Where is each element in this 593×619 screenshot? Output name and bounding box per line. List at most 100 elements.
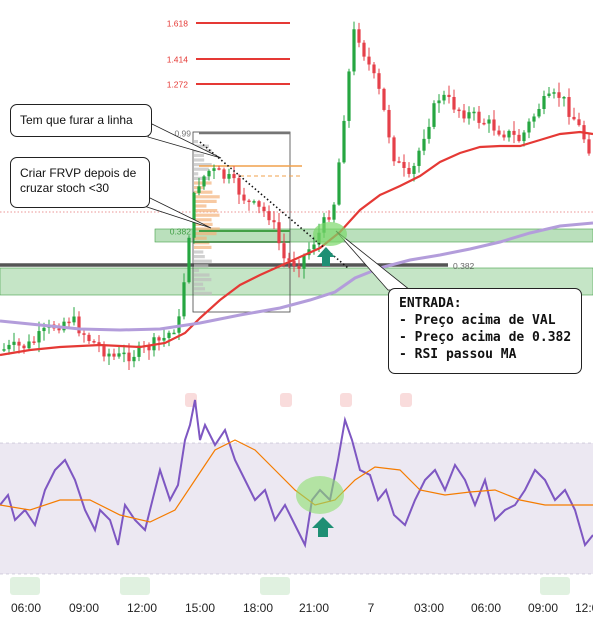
callout-entrada: ENTRADA: - Preço acima de VAL - Preço ac… bbox=[388, 288, 582, 374]
x-tick-label: 12:00 bbox=[127, 601, 157, 615]
rsi-top-ghost bbox=[400, 393, 412, 407]
candle-body bbox=[382, 88, 386, 110]
candle-body bbox=[457, 109, 461, 112]
candle-body bbox=[177, 316, 181, 333]
x-tick-label: 21:00 bbox=[299, 601, 329, 615]
candle-body bbox=[517, 134, 521, 142]
candle-body bbox=[277, 222, 281, 244]
callout-criar-frvp-line-1: Criar FRVP depois de bbox=[20, 166, 137, 180]
candle-body bbox=[37, 331, 41, 343]
candle-body bbox=[412, 165, 416, 174]
candle-body bbox=[397, 161, 401, 163]
candle-body bbox=[227, 174, 231, 179]
candle-body bbox=[257, 201, 261, 207]
candle-body bbox=[102, 345, 106, 357]
frvp-bar bbox=[194, 209, 218, 213]
candle-body bbox=[42, 327, 46, 332]
candle-body bbox=[77, 316, 81, 334]
candle-body bbox=[72, 316, 76, 323]
fib-label-1.272: 1.272 bbox=[167, 80, 189, 90]
candle-body bbox=[302, 255, 306, 269]
candle-body bbox=[577, 119, 581, 126]
candle-body bbox=[212, 168, 216, 171]
candle-body bbox=[267, 211, 271, 221]
candle-body bbox=[467, 112, 471, 119]
entry-arrow-price bbox=[317, 247, 335, 266]
fib-label-1.414: 1.414 bbox=[167, 55, 189, 65]
candle-body bbox=[492, 119, 496, 131]
candle-body bbox=[242, 194, 246, 201]
frvp-bar bbox=[194, 227, 220, 231]
candle-body bbox=[162, 337, 166, 341]
candle-body bbox=[372, 64, 376, 74]
x-tick-label: 03:00 bbox=[414, 601, 444, 615]
x-tick-label: 06:00 bbox=[11, 601, 41, 615]
candle-body bbox=[512, 130, 516, 135]
rsi-bottom-ghost bbox=[260, 577, 290, 595]
candle-body bbox=[522, 132, 526, 142]
candle-body bbox=[497, 130, 501, 135]
candle-body bbox=[367, 56, 371, 65]
candle-body bbox=[462, 110, 466, 119]
candle-body bbox=[482, 122, 486, 125]
candle-body bbox=[127, 352, 131, 362]
candle-body bbox=[172, 332, 176, 335]
frvp-bar bbox=[194, 195, 220, 199]
candle-body bbox=[67, 321, 71, 324]
x-tick-label: 7 bbox=[368, 601, 375, 615]
candle-body bbox=[222, 169, 226, 179]
candle-body bbox=[377, 73, 381, 89]
candle-body bbox=[572, 116, 576, 120]
candle-body bbox=[117, 353, 121, 357]
x-tick-label: 12:00 bbox=[575, 601, 593, 615]
frvp-bar bbox=[194, 255, 205, 259]
candle-body bbox=[292, 260, 296, 267]
candle-body bbox=[32, 341, 36, 343]
rsi-bottom-ghost bbox=[10, 577, 40, 595]
candle-body bbox=[7, 344, 11, 350]
candle-body bbox=[352, 29, 356, 72]
candle-body bbox=[22, 345, 26, 349]
entry-arrow-rsi bbox=[312, 517, 334, 537]
candle-body bbox=[437, 100, 441, 104]
frvp-bar bbox=[194, 163, 212, 167]
candle-body bbox=[427, 126, 431, 139]
candle-body bbox=[2, 349, 6, 351]
candle-body bbox=[337, 162, 341, 205]
x-tick-label: 18:00 bbox=[243, 601, 273, 615]
candle-body bbox=[217, 168, 221, 170]
frvp-bar bbox=[194, 167, 209, 171]
candle-body bbox=[567, 97, 571, 117]
candle-body bbox=[312, 244, 316, 250]
entry-highlight-price bbox=[313, 222, 347, 246]
entry-value-zone bbox=[154, 228, 593, 243]
x-tick-label: 15:00 bbox=[185, 601, 215, 615]
candle-body bbox=[297, 266, 301, 269]
candle-body bbox=[442, 94, 446, 101]
candle-body bbox=[527, 121, 531, 133]
candle-body bbox=[422, 138, 426, 151]
callout-entrada-fib: - Preço acima de 0.382 bbox=[399, 330, 572, 345]
candle-body bbox=[122, 352, 126, 355]
candle-body bbox=[27, 341, 31, 349]
time-axis: 06:00 09:00 12:00 15:00 18:00 21:00 7 03:00 06:0… bbox=[11, 601, 593, 615]
candle-body bbox=[92, 341, 96, 343]
candle-body bbox=[477, 111, 481, 123]
candle-body bbox=[247, 200, 251, 203]
candle-body bbox=[547, 93, 551, 97]
candle-body bbox=[147, 345, 151, 351]
callout-entrada-title: ENTRADA: bbox=[399, 296, 462, 311]
frvp-bar bbox=[194, 144, 209, 148]
candle-body bbox=[187, 237, 191, 283]
ma-purple-line bbox=[0, 221, 593, 332]
candle-body bbox=[552, 92, 556, 94]
candle-body bbox=[587, 139, 591, 154]
candle-body bbox=[97, 342, 101, 346]
frvp-bar bbox=[194, 232, 217, 236]
candle-body bbox=[137, 345, 141, 357]
frvp-bar bbox=[194, 176, 210, 180]
candle-body bbox=[532, 116, 536, 122]
candle-body bbox=[447, 94, 451, 97]
frvp-bar bbox=[194, 278, 212, 282]
